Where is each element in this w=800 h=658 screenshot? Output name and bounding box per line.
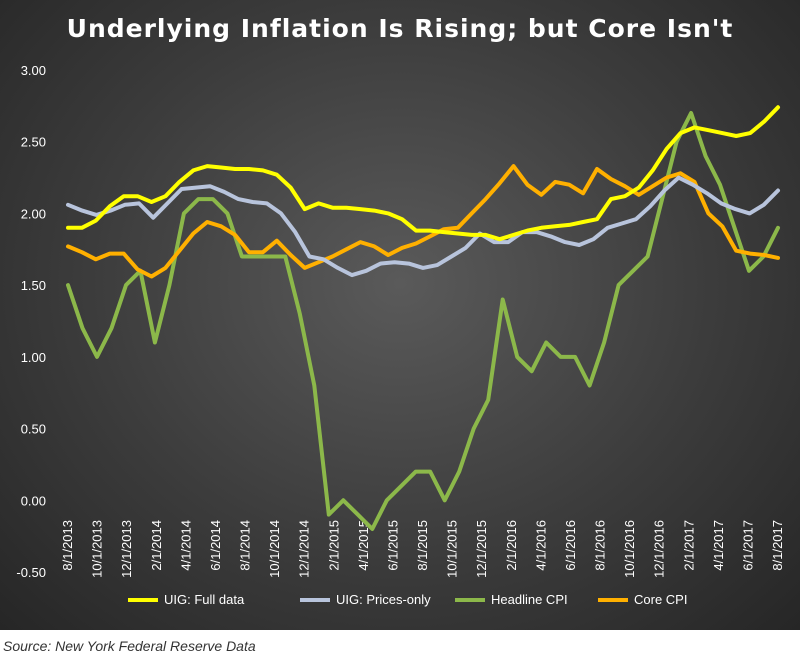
x-tick-label: 10/1/2016 bbox=[622, 520, 637, 578]
x-tick-label: 12/1/2015 bbox=[474, 520, 489, 578]
x-tick-label: 6/1/2017 bbox=[740, 520, 755, 571]
x-tick-label: 4/1/2017 bbox=[711, 520, 726, 571]
x-tick-label: 10/1/2015 bbox=[445, 520, 460, 578]
chart-panel: Underlying Inflation Is Rising; but Core… bbox=[0, 0, 800, 630]
chart-legend: UIG: Full data UIG: Prices-only Headline C… bbox=[0, 592, 800, 622]
x-tick-label: 2/1/2015 bbox=[326, 520, 341, 571]
x-tick-label: 12/1/2016 bbox=[652, 520, 667, 578]
x-tick-label: 2/1/2017 bbox=[681, 520, 696, 571]
legend-item: Headline CPI bbox=[455, 592, 568, 607]
series-line-headline-cpi bbox=[66, 111, 780, 531]
y-tick-label: -0.50 bbox=[16, 565, 46, 580]
legend-swatch bbox=[128, 597, 158, 602]
source-note: Source: New York Federal Reserve Data bbox=[3, 638, 256, 654]
x-tick-label: 8/1/2015 bbox=[415, 520, 430, 571]
legend-swatch bbox=[598, 597, 628, 602]
x-tick-label: 10/1/2013 bbox=[90, 520, 105, 578]
y-tick-label: 2.00 bbox=[21, 206, 46, 221]
x-tick-label: 2/1/2014 bbox=[149, 520, 164, 571]
x-tick-label: 2/1/2016 bbox=[504, 520, 519, 571]
y-tick-label: 3.00 bbox=[21, 63, 46, 78]
x-tick-label: 12/1/2014 bbox=[297, 520, 312, 578]
y-tick-label: 0.00 bbox=[21, 493, 46, 508]
legend-label: UIG: Full data bbox=[164, 592, 245, 607]
line-chart: 3.00 2.50 2.00 1.50 1.00 0.50 0.00 -0.50 8/1/201… bbox=[16, 63, 785, 580]
legend-label: Headline CPI bbox=[491, 592, 568, 607]
legend-item: UIG: Full data bbox=[128, 592, 244, 607]
x-tick-label: 8/1/2017 bbox=[770, 520, 785, 571]
legend-item: Core CPI bbox=[598, 592, 687, 607]
y-tick-label: 1.50 bbox=[21, 278, 46, 293]
y-tick-label: 0.50 bbox=[21, 422, 46, 437]
x-tick-label: 6/1/2015 bbox=[385, 520, 400, 571]
x-tick-label: 12/1/2013 bbox=[119, 520, 134, 578]
legend-swatch bbox=[455, 597, 485, 602]
x-tick-label: 8/1/2013 bbox=[60, 520, 75, 571]
x-tick-label: 4/1/2015 bbox=[356, 520, 371, 571]
legend-label: UIG: Prices-only bbox=[336, 592, 431, 607]
y-tick-label: 2.50 bbox=[21, 135, 46, 150]
x-tick-label: 6/1/2016 bbox=[563, 520, 578, 571]
x-tick-label: 6/1/2014 bbox=[208, 520, 223, 571]
y-tick-label: 1.00 bbox=[21, 350, 46, 365]
chart-title: Underlying Inflation Is Rising; but Core… bbox=[66, 14, 734, 43]
x-tick-label: 8/1/2016 bbox=[593, 520, 608, 571]
legend-label: Core CPI bbox=[634, 592, 688, 607]
legend-item: UIG: Prices-only bbox=[300, 592, 431, 607]
x-tick-label: 10/1/2014 bbox=[267, 520, 282, 578]
x-tick-label: 8/1/2014 bbox=[238, 520, 253, 571]
series-line-uig-prices-only bbox=[66, 175, 780, 278]
legend-swatch bbox=[300, 597, 330, 602]
series-line-core-cpi bbox=[66, 164, 780, 279]
x-tick-label: 4/1/2016 bbox=[533, 520, 548, 571]
series-line-uig-full-data bbox=[66, 105, 780, 242]
x-tick-label: 4/1/2014 bbox=[178, 520, 193, 571]
